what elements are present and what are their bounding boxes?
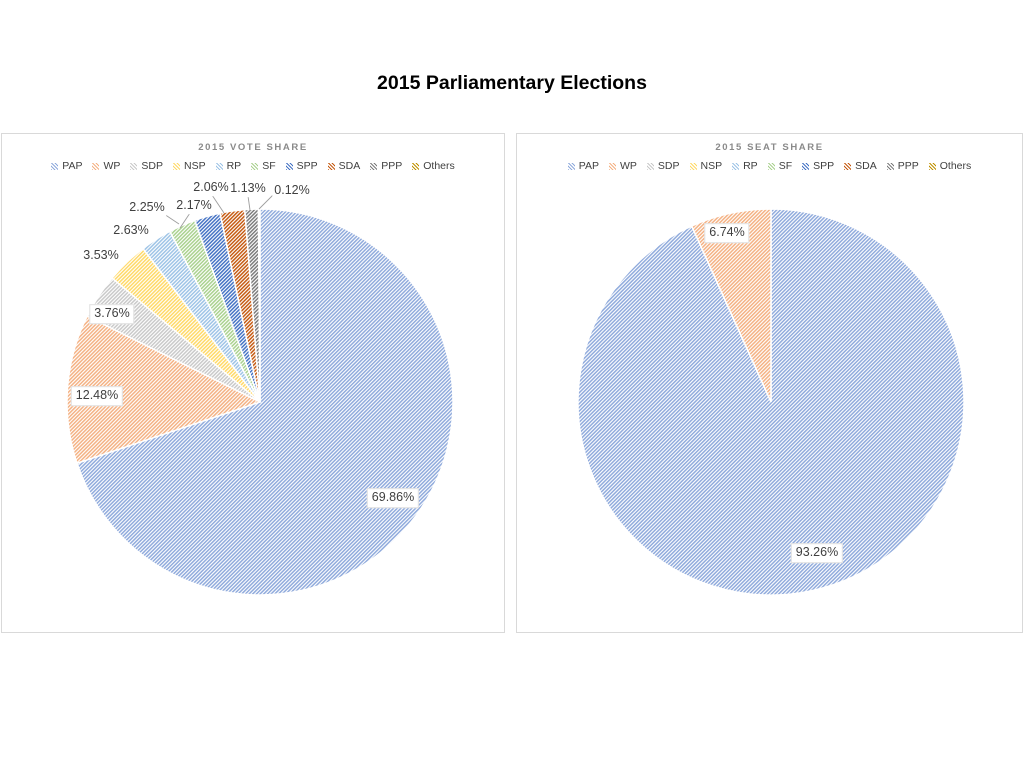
legend-swatch-icon (251, 162, 259, 170)
legend-item-NSP: NSP (173, 160, 206, 172)
legend-label: SDP (657, 160, 680, 172)
legend-swatch-icon (844, 162, 852, 170)
legend-label: NSP (184, 160, 206, 172)
data-label-Others: 0.12% (272, 183, 312, 199)
legend-label: SDP (141, 160, 163, 172)
pie-slice-WP (66, 315, 262, 465)
legend-label: SDA (855, 160, 877, 172)
data-label-SDA: 2.06% (191, 180, 231, 196)
chart-panel-seat-share: 2015 SEAT SHARE PAP WP SDP NSP RP SF SPP SDA PPP… (516, 133, 1023, 633)
legend-item-PPP: PPP (886, 160, 919, 172)
data-label-WP: 12.48% (70, 386, 124, 406)
data-label-PPP: 1.13% (228, 181, 268, 197)
pie-chart-vote-share: 69.86% 12.48% 3.76% 3.53% 2.63% 2.25% 2.17% 2.0… (2, 134, 504, 632)
legend-swatch-icon (215, 162, 223, 170)
legend-item-SDA: SDA (844, 160, 877, 172)
legend-swatch-icon (567, 162, 575, 170)
legend-swatch-icon (370, 162, 378, 170)
pie-chart-seat-share: 93.26% 6.74% (517, 134, 1022, 632)
legend-item-RP: RP (215, 160, 242, 172)
pie-svg (577, 208, 965, 596)
chart-title-seat-share: 2015 SEAT SHARE (715, 142, 824, 153)
data-label-RP: 2.63% (111, 223, 151, 239)
legend-swatch-icon (689, 162, 697, 170)
legend-label: SF (778, 160, 793, 172)
legend-item-SDP: SDP (130, 160, 163, 172)
legend-label: RP (226, 160, 242, 172)
legend-item-WP: WP (608, 160, 637, 172)
pie-svg (66, 192, 454, 596)
legend-label: PAP (62, 160, 83, 172)
legend-label: WP (103, 160, 121, 172)
legend-swatch-icon (732, 162, 740, 170)
legend-swatch-icon (608, 162, 616, 170)
legend-swatch-icon (327, 162, 335, 170)
legend-label: SF (262, 160, 276, 172)
legend-item-Others: Others (928, 160, 972, 172)
legend-label: SPP (813, 160, 835, 172)
data-label-WP: 6.74% (704, 223, 750, 243)
data-label-NSP: 3.53% (81, 248, 121, 264)
pie-slice-PAP (76, 208, 454, 596)
legend-label: PPP (897, 160, 919, 172)
legend-swatch-icon (886, 162, 894, 170)
legend-swatch-icon (130, 162, 138, 170)
legend-item-SF: SF (767, 160, 793, 172)
legend-label: SPP (296, 160, 318, 172)
legend-seat-share: PAP WP SDP NSP RP SF SPP SDA PPP Others (517, 160, 1022, 172)
legend-item-WP: WP (92, 160, 120, 172)
legend-item-SDP: SDP (646, 160, 680, 172)
pie-slice-WP (690, 208, 772, 403)
legend-label: SDA (338, 160, 361, 172)
legend-label: WP (619, 160, 637, 172)
legend-swatch-icon (412, 162, 420, 170)
legend-item-PPP: PPP (370, 160, 402, 172)
legend-item-PAP: PAP (51, 160, 82, 172)
legend-label: RP (743, 160, 758, 172)
legend-swatch-icon (92, 162, 100, 170)
chart-panel-vote-share: 2015 VOTE SHARE PAP WP SDP NSP RP SF SPP SDA PPP… (1, 133, 505, 633)
legend-item-SPP: SPP (285, 160, 318, 172)
legend-swatch-icon (285, 162, 293, 170)
chart-title-vote-share: 2015 VOTE SHARE (198, 142, 308, 153)
legend-swatch-icon (51, 162, 59, 170)
legend-item-NSP: NSP (689, 160, 723, 172)
legend-label: PPP (381, 160, 403, 172)
data-label-PAP: 69.86% (366, 488, 420, 508)
legend-swatch-icon (646, 162, 654, 170)
legend-label: PAP (578, 160, 599, 172)
data-label-PAP: 93.26% (790, 543, 844, 563)
legend-swatch-icon (802, 162, 810, 170)
legend-vote-share: PAP WP SDP NSP RP SF SPP SDA PPP Others (2, 160, 504, 172)
legend-item-SPP: SPP (802, 160, 834, 172)
leader-line (179, 212, 191, 229)
legend-item-RP: RP (732, 160, 758, 172)
legend-item-PAP: PAP (567, 160, 599, 172)
pie-slice-PAP (577, 208, 965, 596)
data-label-SDP: 3.76% (89, 304, 135, 324)
legend-swatch-icon (767, 162, 775, 170)
legend-label: NSP (700, 160, 723, 172)
data-label-SPP: 2.17% (174, 198, 214, 214)
leader-line (247, 195, 251, 211)
legend-item-Others: Others (412, 160, 455, 172)
legend-item-SF: SF (251, 160, 276, 172)
legend-swatch-icon (928, 162, 936, 170)
data-label-SF: 2.25% (127, 200, 167, 216)
legend-swatch-icon (173, 162, 180, 170)
leader-line (211, 194, 225, 214)
legend-label: Others (939, 160, 972, 172)
page-title: 2015 Parliamentary Elections (377, 72, 647, 94)
legend-item-SDA: SDA (327, 160, 361, 172)
legend-label: Others (423, 160, 455, 172)
